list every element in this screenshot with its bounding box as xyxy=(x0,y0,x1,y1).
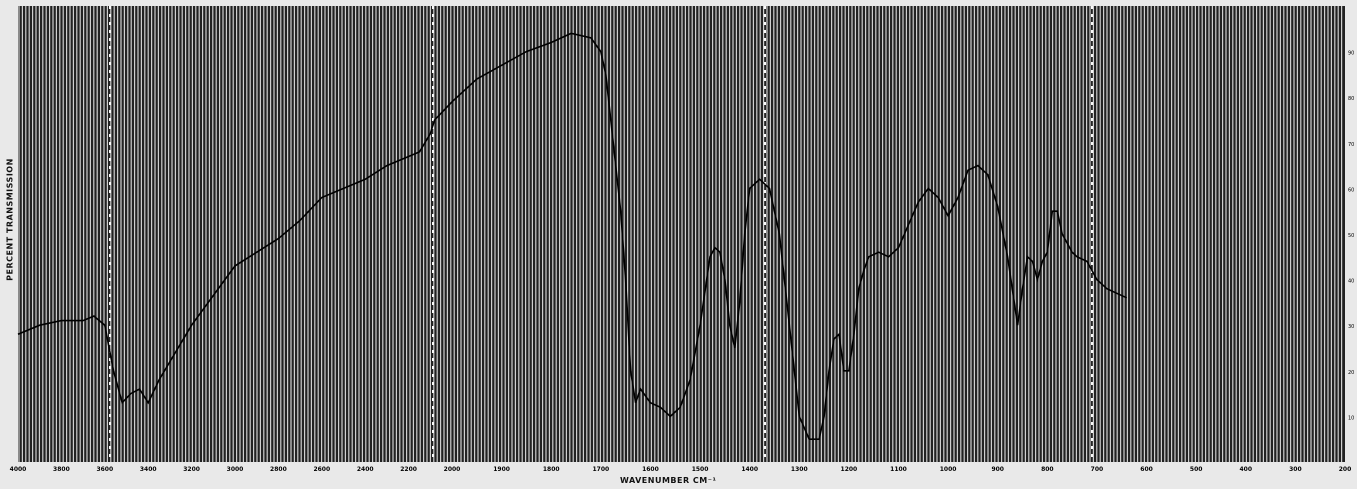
x-tick-label: 2000 xyxy=(444,466,461,473)
x-tick-label: 1000 xyxy=(940,466,957,473)
x-tick-label: 1100 xyxy=(890,466,907,473)
y-tick-label: 50 xyxy=(1348,233,1354,239)
x-tick-label: 1800 xyxy=(543,466,560,473)
x-tick-label: 4000 xyxy=(10,466,27,473)
y-tick-label: 70 xyxy=(1348,142,1354,148)
x-tick-label: 500 xyxy=(1190,466,1203,473)
y-tick-label: 10 xyxy=(1348,415,1354,421)
x-tick-label: 1300 xyxy=(791,466,808,473)
x-tick-label: 200 xyxy=(1339,466,1352,473)
y-axis-label: PERCENT TRANSMISSION xyxy=(5,158,15,281)
x-tick-label: 1400 xyxy=(741,466,758,473)
x-tick-labels: 4000 3800 3600 3400 3200 3000 2800 2600 2400 2200… xyxy=(10,466,1352,473)
y-tick-label: 80 xyxy=(1348,96,1354,102)
x-tick-label: 600 xyxy=(1140,466,1153,473)
x-tick-label: 1900 xyxy=(493,466,510,473)
x-tick-label: 800 xyxy=(1041,466,1054,473)
x-tick-label: 2600 xyxy=(313,466,330,473)
x-tick-label: 700 xyxy=(1091,466,1104,473)
y-tick-label: 60 xyxy=(1348,187,1354,193)
x-tick-label: 1700 xyxy=(592,466,609,473)
x-tick-label: 300 xyxy=(1289,466,1302,473)
y-tick-label: 90 xyxy=(1348,51,1354,57)
x-tick-label: 3000 xyxy=(227,466,244,473)
x-tick-label: 2200 xyxy=(400,466,417,473)
x-tick-label: 1500 xyxy=(692,466,709,473)
x-tick-label: 2400 xyxy=(357,466,374,473)
x-tick-label: 3800 xyxy=(53,466,70,473)
x-tick-label: 900 xyxy=(991,466,1004,473)
y-tick-label: 40 xyxy=(1348,279,1354,285)
y-tick-label: 30 xyxy=(1348,324,1354,330)
y-tick-labels: 10 20 30 40 50 60 70 80 90 xyxy=(1348,51,1354,422)
transmission-curve xyxy=(17,32,1128,440)
x-tick-label: 1600 xyxy=(642,466,659,473)
x-tick-label: 3400 xyxy=(140,466,157,473)
x-tick-label: 2800 xyxy=(270,466,287,473)
x-tick-label: 400 xyxy=(1240,466,1253,473)
minor-grid xyxy=(18,6,1343,462)
x-axis-label: WAVENUMBER CM⁻¹ xyxy=(620,476,717,485)
x-tick-label: 3600 xyxy=(96,466,113,473)
y-tick-label: 20 xyxy=(1348,370,1354,376)
x-tick-label: 3200 xyxy=(183,466,200,473)
x-tick-label: 1200 xyxy=(841,466,858,473)
